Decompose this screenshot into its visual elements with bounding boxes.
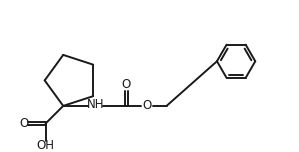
Text: O: O xyxy=(122,78,131,91)
Text: O: O xyxy=(143,99,152,112)
Text: OH: OH xyxy=(36,139,55,152)
Text: NH: NH xyxy=(87,98,105,111)
Text: O: O xyxy=(19,117,28,130)
